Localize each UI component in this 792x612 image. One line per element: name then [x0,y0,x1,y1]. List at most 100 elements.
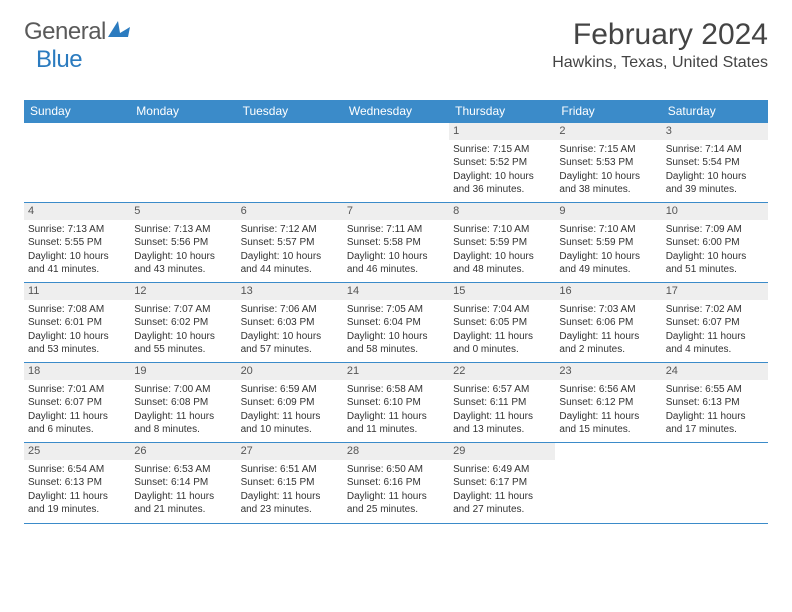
day-info: Sunrise: 7:00 AMSunset: 6:08 PMDaylight:… [134,383,232,437]
sunset-text: Sunset: 5:57 PM [241,236,339,250]
day-cell: 14Sunrise: 7:05 AMSunset: 6:04 PMDayligh… [343,283,449,363]
calendar: Sunday Monday Tuesday Wednesday Thursday… [24,100,768,524]
sunrise-text: Sunrise: 7:13 AM [28,223,126,237]
sunrise-text: Sunrise: 7:06 AM [241,303,339,317]
day-header-row: Sunday Monday Tuesday Wednesday Thursday… [24,100,768,123]
day-number: 29 [449,443,555,460]
sunset-text: Sunset: 5:56 PM [134,236,232,250]
day-info: Sunrise: 7:15 AMSunset: 5:53 PMDaylight:… [559,143,657,197]
day-header: Tuesday [237,100,343,123]
day-info: Sunrise: 7:15 AMSunset: 5:52 PMDaylight:… [453,143,551,197]
day-number: 11 [24,283,130,300]
day-number: 27 [237,443,343,460]
sunset-text: Sunset: 6:09 PM [241,396,339,410]
logo: General [24,18,130,46]
day-number: 24 [662,363,768,380]
sunset-text: Sunset: 6:02 PM [134,316,232,330]
sunset-text: Sunset: 6:11 PM [453,396,551,410]
daylight-text: Daylight: 11 hours and 11 minutes. [347,410,445,437]
sunset-text: Sunset: 6:06 PM [559,316,657,330]
day-info: Sunrise: 6:59 AMSunset: 6:09 PMDaylight:… [241,383,339,437]
day-header: Monday [130,100,236,123]
day-number: 9 [555,203,661,220]
daylight-text: Daylight: 11 hours and 19 minutes. [28,490,126,517]
logo-text-blue: Blue [36,46,82,73]
daylight-text: Daylight: 10 hours and 57 minutes. [241,330,339,357]
day-info: Sunrise: 6:58 AMSunset: 6:10 PMDaylight:… [347,383,445,437]
sunset-text: Sunset: 6:01 PM [28,316,126,330]
day-cell [343,123,449,203]
month-title: February 2024 [552,18,768,52]
daylight-text: Daylight: 11 hours and 25 minutes. [347,490,445,517]
day-cell: 21 Sunrise: 6:58 AMSunset: 6:10 PMDayligh… [343,363,449,443]
sunset-text: Sunset: 6:10 PM [347,396,445,410]
sunset-text: Sunset: 6:13 PM [28,476,126,490]
day-number: 5 [130,203,236,220]
day-info: Sunrise: 6:57 AMSunset: 6:11 PMDaylight:… [453,383,551,437]
daylight-text: Daylight: 10 hours and 58 minutes. [347,330,445,357]
day-info: Sunrise: 7:10 AMSunset: 5:59 PMDaylight:… [559,223,657,277]
day-info: Sunrise: 7:09 AMSunset: 6:00 PMDaylight:… [666,223,764,277]
sunset-text: Sunset: 5:53 PM [559,156,657,170]
daylight-text: Daylight: 11 hours and 8 minutes. [134,410,232,437]
day-cell [24,123,130,203]
day-number: 8 [449,203,555,220]
day-cell [662,443,768,523]
day-header: Sunday [24,100,130,123]
sunrise-text: Sunrise: 7:13 AM [134,223,232,237]
daylight-text: Daylight: 11 hours and 10 minutes. [241,410,339,437]
day-number: 13 [237,283,343,300]
day-number: 18 [24,363,130,380]
daylight-text: Daylight: 11 hours and 17 minutes. [666,410,764,437]
day-number: 4 [24,203,130,220]
day-info: Sunrise: 7:06 AMSunset: 6:03 PMDaylight:… [241,303,339,357]
day-cell [555,443,661,523]
sunset-text: Sunset: 6:15 PM [241,476,339,490]
daylight-text: Daylight: 11 hours and 15 minutes. [559,410,657,437]
daylight-text: Daylight: 10 hours and 39 minutes. [666,170,764,197]
day-cell: 12 Sunrise: 7:07 AMSunset: 6:02 PMDayligh… [130,283,236,363]
daylight-text: Daylight: 11 hours and 13 minutes. [453,410,551,437]
day-info: Sunrise: 7:13 AMSunset: 5:55 PMDaylight:… [28,223,126,277]
location-text: Hawkins, Texas, United States [552,54,768,72]
sunset-text: Sunset: 6:08 PM [134,396,232,410]
day-number: 17 [662,283,768,300]
day-info: Sunrise: 7:14 AMSunset: 5:54 PMDaylight:… [666,143,764,197]
daylight-text: Daylight: 10 hours and 38 minutes. [559,170,657,197]
daylight-text: Daylight: 10 hours and 49 minutes. [559,250,657,277]
daylight-text: Daylight: 11 hours and 0 minutes. [453,330,551,357]
sunset-text: Sunset: 5:55 PM [28,236,126,250]
day-number: 21 [343,363,449,380]
day-number: 12 [130,283,236,300]
daylight-text: Daylight: 10 hours and 55 minutes. [134,330,232,357]
flag-icon [108,21,130,44]
sunrise-text: Sunrise: 7:08 AM [28,303,126,317]
day-info: Sunrise: 7:02 AMSunset: 6:07 PMDaylight:… [666,303,764,357]
sunset-text: Sunset: 6:16 PM [347,476,445,490]
sunset-text: Sunset: 6:00 PM [666,236,764,250]
day-cell: 29Sunrise: 6:49 AMSunset: 6:17 PMDayligh… [449,443,555,523]
day-cell: 28Sunrise: 6:50 AMSunset: 6:16 PMDayligh… [343,443,449,523]
logo-text-general: General [24,18,106,46]
day-number: 2 [555,123,661,140]
day-number: 19 [130,363,236,380]
sunset-text: Sunset: 6:17 PM [453,476,551,490]
sunrise-text: Sunrise: 7:12 AM [241,223,339,237]
day-info: Sunrise: 7:11 AMSunset: 5:58 PMDaylight:… [347,223,445,277]
daylight-text: Daylight: 11 hours and 27 minutes. [453,490,551,517]
day-info: Sunrise: 7:03 AMSunset: 6:06 PMDaylight:… [559,303,657,357]
title-block: February 2024 Hawkins, Texas, United Sta… [552,18,768,72]
sunrise-text: Sunrise: 7:07 AM [134,303,232,317]
daylight-text: Daylight: 10 hours and 41 minutes. [28,250,126,277]
sunset-text: Sunset: 6:05 PM [453,316,551,330]
day-number: 23 [555,363,661,380]
day-info: Sunrise: 7:13 AMSunset: 5:56 PMDaylight:… [134,223,232,277]
week-row: 18Sunrise: 7:01 AMSunset: 6:07 PMDayligh… [24,363,768,443]
sunset-text: Sunset: 5:58 PM [347,236,445,250]
day-header: Thursday [449,100,555,123]
daylight-text: Daylight: 10 hours and 43 minutes. [134,250,232,277]
day-cell: 13 Sunrise: 7:06 AMSunset: 6:03 PMDayligh… [237,283,343,363]
sunrise-text: Sunrise: 6:59 AM [241,383,339,397]
daylight-text: Daylight: 10 hours and 51 minutes. [666,250,764,277]
day-info: Sunrise: 6:54 AMSunset: 6:13 PMDaylight:… [28,463,126,517]
